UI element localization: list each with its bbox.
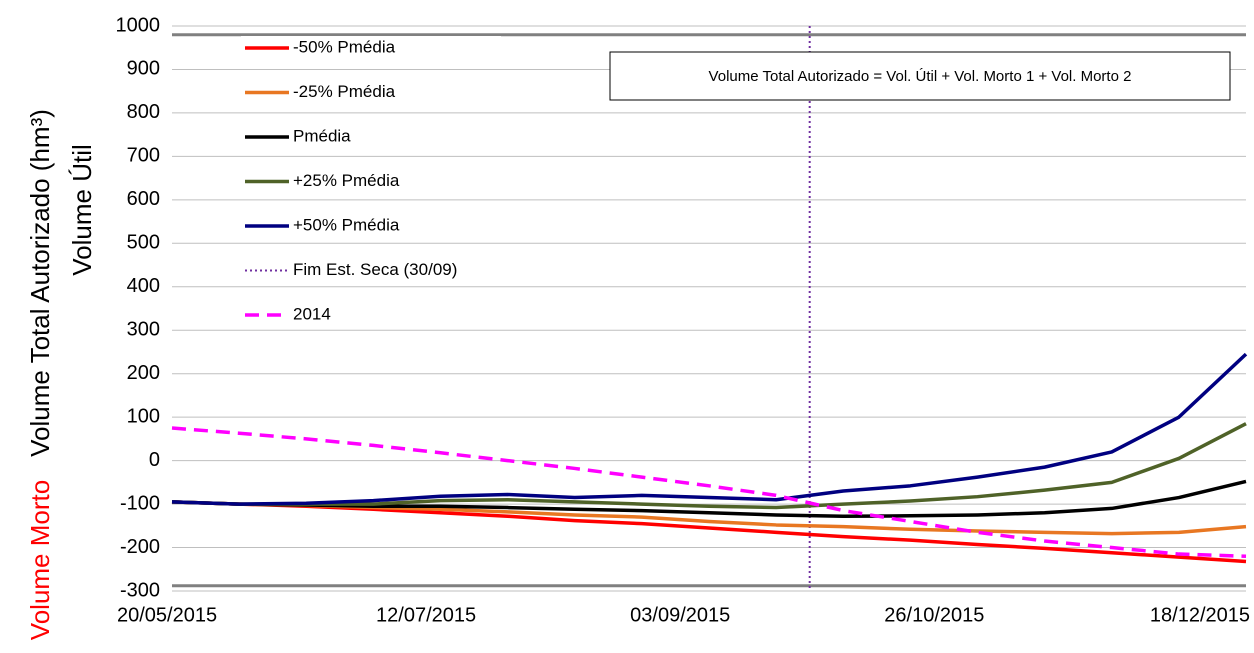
y-tick-label: 700 (127, 145, 160, 167)
legend-label: +50% Pmédia (293, 215, 400, 234)
y-tick-label: 400 (127, 275, 160, 297)
y-tick-label: -300 (120, 579, 160, 601)
legend-label: Fim Est. Seca (30/09) (293, 260, 457, 279)
y-tick-label: 600 (127, 188, 160, 210)
y-axis-label: Volume Total Autorizado (hm³) (25, 109, 55, 457)
series-line (171, 426, 1247, 558)
y-tick-label: -100 (120, 492, 160, 514)
y-tick-label: 100 (127, 405, 160, 427)
legend-label: Pmédia (293, 126, 351, 145)
annotation: Volume Total Autorizado = Vol. Útil + Vo… (709, 68, 1132, 85)
legend-label: -25% Pmédia (293, 82, 396, 101)
x-tick-label: 20/05/2015 (117, 604, 217, 626)
y-axis-label-lower: Volume Morto (25, 480, 55, 640)
x-tick-label: 12/07/2015 (376, 604, 476, 626)
y-tick-label: 200 (127, 362, 160, 384)
legend-label: +25% Pmédia (293, 171, 400, 190)
y-tick-label: -200 (120, 536, 160, 558)
legend-label: -50% Pmédia (293, 37, 396, 56)
legend-bg (241, 258, 501, 283)
y-tick-label: 900 (127, 58, 160, 80)
y-tick-label: 1000 (116, 14, 161, 36)
series-line (171, 352, 1248, 506)
y-tick-label: 800 (127, 101, 160, 123)
y-tick-label: 0 (149, 449, 160, 471)
x-tick-label: 18/12/2015 (1150, 604, 1250, 626)
annotation-box (609, 51, 1231, 101)
legend-bg (241, 303, 501, 327)
legend-label: 2014 (293, 304, 331, 323)
y-tick-label: 300 (127, 319, 160, 341)
y-tick-label: 500 (127, 232, 160, 254)
x-tick-label: 03/09/2015 (630, 604, 730, 626)
y-axis-label-upper: Volume Útil (67, 144, 97, 276)
x-tick-label: 26/10/2015 (884, 604, 984, 626)
series-line (171, 422, 1247, 510)
